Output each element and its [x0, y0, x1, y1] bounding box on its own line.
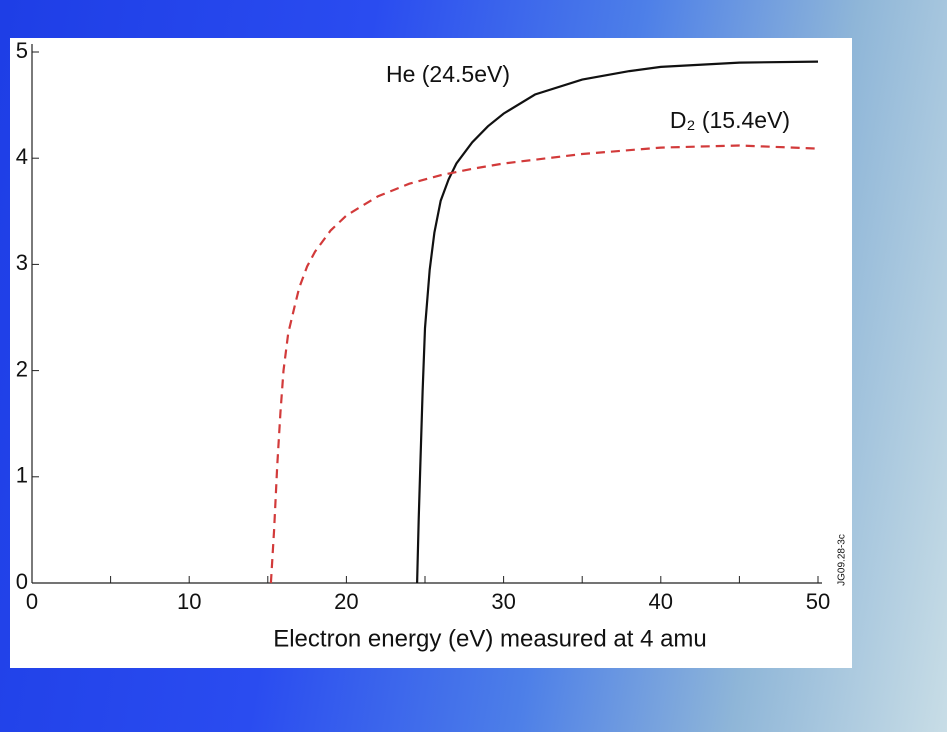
series-line [269, 144, 819, 584]
y-tick-label: 2 [16, 356, 28, 381]
series-label: He (24.5eV) [386, 61, 510, 87]
y-tick-label: 5 [16, 38, 28, 63]
x-tick-label: 40 [649, 589, 673, 614]
y-tick-label: 3 [16, 250, 28, 275]
x-axis-label: Electron energy (eV) measured at 4 amu [273, 625, 707, 652]
x-tick-label: 20 [334, 589, 358, 614]
y-tick-label: 4 [16, 144, 28, 169]
x-tick-label: 50 [806, 589, 830, 614]
series-line [416, 60, 819, 584]
y-tick-label: 0 [16, 569, 28, 594]
series-label: D₂ (15.4eV) [670, 107, 790, 133]
y-tick-label: 1 [16, 463, 28, 488]
x-tick-label: 0 [26, 589, 38, 614]
x-tick-label: 30 [491, 589, 515, 614]
chart-panel [10, 38, 852, 668]
figure-code: JG09.28-3c [837, 534, 848, 586]
x-tick-label: 10 [177, 589, 201, 614]
